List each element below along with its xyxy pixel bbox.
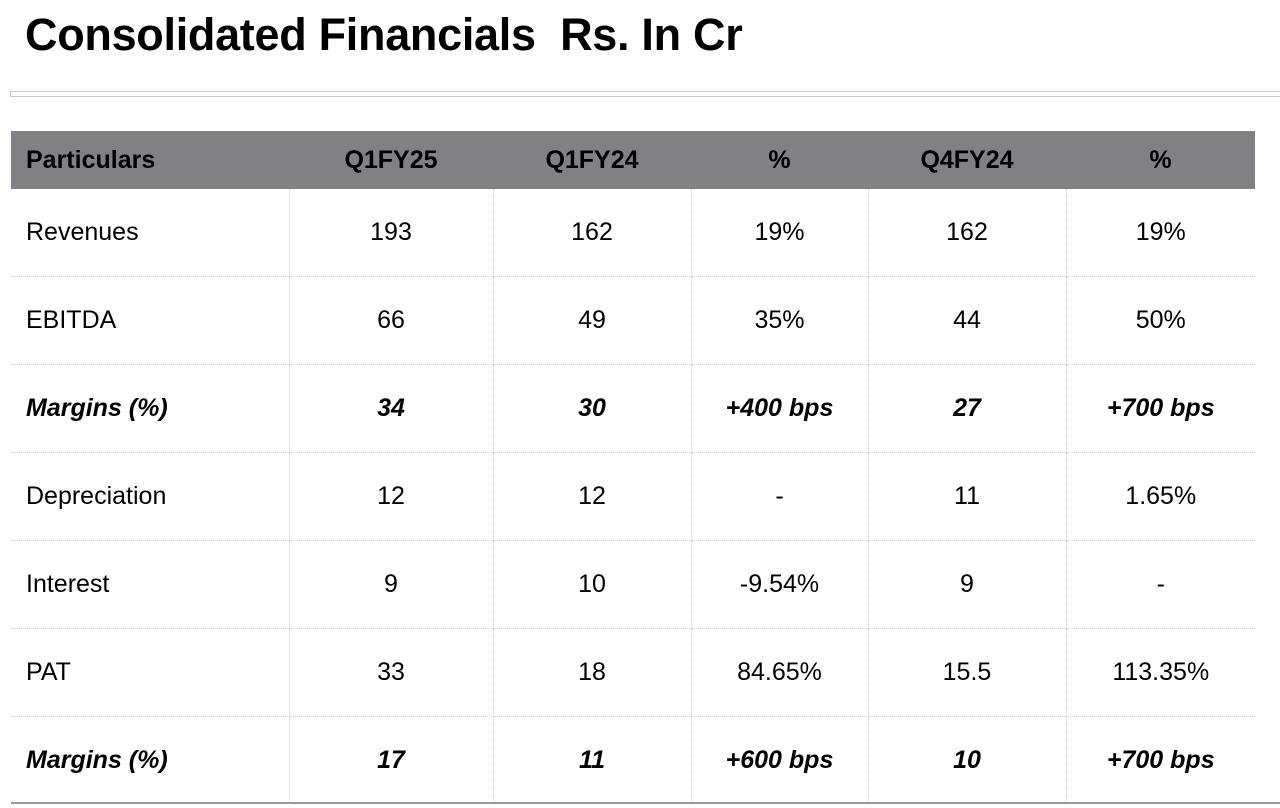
cell-q1fy25: 17 <box>288 716 494 804</box>
cell-q1fy24: 49 <box>492 276 692 365</box>
table-row: PAT 33 18 84.65% 15.5 113.35% <box>11 628 1255 717</box>
cell-yoy-percent: -9.54% <box>690 540 869 629</box>
cell-q1fy24: 12 <box>492 452 692 541</box>
cell-q1fy24: 11 <box>492 716 692 804</box>
financials-table: Particulars Q1FY25 Q1FY24 % Q4FY24 % Rev… <box>11 131 1255 804</box>
column-header-q1fy24: Q1FY24 <box>493 131 691 189</box>
cell-qoq-percent: +700 bps <box>1065 716 1255 804</box>
row-label: Margins (%) <box>11 364 290 453</box>
cell-q4fy24: 44 <box>867 276 1067 365</box>
cell-q1fy25: 9 <box>288 540 494 629</box>
page-title: Consolidated Financials Rs. In Cr <box>25 9 743 60</box>
row-label: Depreciation <box>11 452 290 541</box>
table-row: EBITDA 66 49 35% 44 50% <box>11 276 1255 365</box>
cell-qoq-percent: 1.65% <box>1065 452 1255 541</box>
cell-q4fy24: 15.5 <box>867 628 1067 717</box>
table-bottom-rule <box>11 802 1280 804</box>
column-header-q4fy24: Q4FY24 <box>868 131 1066 189</box>
cell-q1fy25: 12 <box>288 452 494 541</box>
cell-yoy-percent: 19% <box>690 189 869 277</box>
cell-q4fy24: 27 <box>867 364 1067 453</box>
cell-q1fy24: 10 <box>492 540 692 629</box>
row-label: Margins (%) <box>11 716 290 804</box>
cell-q1fy25: 66 <box>288 276 494 365</box>
cell-q1fy25: 193 <box>288 189 494 277</box>
table-row: Revenues 193 162 19% 162 19% <box>11 189 1255 277</box>
row-label: Revenues <box>11 189 290 277</box>
row-label: EBITDA <box>11 276 290 365</box>
cell-yoy-percent: 84.65% <box>690 628 869 717</box>
table-header-row: Particulars Q1FY25 Q1FY24 % Q4FY24 % <box>11 131 1255 189</box>
cell-q1fy25: 34 <box>288 364 494 453</box>
cell-q4fy24: 11 <box>867 452 1067 541</box>
cell-q1fy24: 30 <box>492 364 692 453</box>
row-label: Interest <box>11 540 290 629</box>
cell-yoy-percent: +600 bps <box>690 716 869 804</box>
cell-q4fy24: 9 <box>867 540 1067 629</box>
cell-qoq-percent: 113.35% <box>1065 628 1255 717</box>
cell-q1fy24: 18 <box>492 628 692 717</box>
cell-qoq-percent: 50% <box>1065 276 1255 365</box>
cell-qoq-percent: 19% <box>1065 189 1255 277</box>
cell-q1fy25: 33 <box>288 628 494 717</box>
title-divider <box>10 91 1280 97</box>
column-header-qoq-percent: % <box>1066 131 1255 189</box>
cell-q4fy24: 10 <box>867 716 1067 804</box>
cell-yoy-percent: +400 bps <box>690 364 869 453</box>
cell-q1fy24: 162 <box>492 189 692 277</box>
cell-qoq-percent: +700 bps <box>1065 364 1255 453</box>
column-header-q1fy25: Q1FY25 <box>289 131 493 189</box>
table-row: Interest 9 10 -9.54% 9 - <box>11 540 1255 629</box>
table-row: Margins (%) 17 11 +600 bps 10 +700 bps <box>11 716 1255 804</box>
cell-qoq-percent: - <box>1065 540 1255 629</box>
table-row: Depreciation 12 12 - 11 1.65% <box>11 452 1255 541</box>
column-header-particulars: Particulars <box>11 131 289 189</box>
column-header-yoy-percent: % <box>691 131 868 189</box>
cell-yoy-percent: 35% <box>690 276 869 365</box>
cell-q4fy24: 162 <box>867 189 1067 277</box>
cell-yoy-percent: - <box>690 452 869 541</box>
table-row: Margins (%) 34 30 +400 bps 27 +700 bps <box>11 364 1255 453</box>
row-label: PAT <box>11 628 290 717</box>
